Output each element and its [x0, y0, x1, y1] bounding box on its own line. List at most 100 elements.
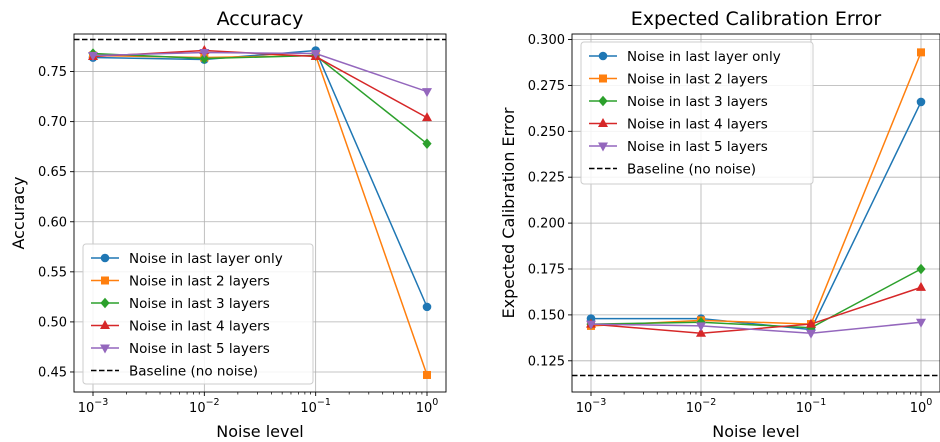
y-tick-label: 0.70	[38, 115, 67, 130]
legend-label: Noise in last 4 layers	[129, 319, 270, 335]
data-point	[422, 88, 432, 98]
legend-entry: Noise in last layer only	[91, 251, 283, 267]
data-point	[422, 138, 432, 149]
y-tick-label: 0.175	[528, 262, 565, 277]
x-tick-label: 10−2	[686, 397, 717, 416]
legend-marker	[598, 142, 608, 152]
legend-marker	[101, 276, 109, 285]
legend-entry: Noise in last 3 layers	[589, 94, 768, 110]
x-tick-base: 10	[796, 401, 813, 416]
y-tick-label: 0.75	[38, 65, 67, 80]
chart-title: Accuracy	[217, 8, 304, 30]
x-tick-base: 10	[686, 401, 703, 416]
legend-label: Noise in last 5 layers	[129, 341, 270, 357]
legend-label: Noise in last 2 layers	[129, 274, 270, 290]
data-point	[696, 322, 706, 332]
x-tick-label: 10−3	[78, 397, 109, 416]
legend-entry: Noise in last 4 layers	[91, 319, 270, 335]
series-3	[88, 48, 432, 149]
legend-marker	[598, 95, 608, 107]
data-point	[422, 302, 432, 312]
x-tick-label: 100	[910, 397, 933, 416]
series-line	[92, 51, 428, 93]
data-point	[806, 329, 816, 339]
x-tick-label: 10−1	[300, 397, 331, 416]
y-tick-label: 0.225	[528, 171, 565, 186]
series-5	[586, 318, 926, 339]
x-tick-base: 10	[416, 401, 433, 416]
legend-label: Noise in last 3 layers	[129, 296, 270, 312]
legend-box	[82, 243, 314, 385]
series-line	[591, 101, 922, 331]
x-tick-exponent: −2	[206, 397, 220, 408]
legend-label: Noise in last layer only	[627, 49, 781, 65]
data-point	[917, 48, 925, 57]
chart-title: Expected Calibration Error	[631, 8, 882, 30]
y-tick-label: 0.50	[38, 315, 67, 330]
series-line	[92, 49, 428, 119]
y-axis-title: Accuracy	[9, 176, 28, 249]
y-tick-label: 0.275	[528, 79, 565, 94]
data-point	[88, 52, 98, 62]
legend-entry: Noise in last 5 layers	[589, 139, 768, 155]
x-tick-exponent: 0	[926, 397, 932, 408]
y-tick-label: 0.60	[38, 215, 67, 230]
x-tick-base: 10	[576, 401, 593, 416]
legend-entry: Noise in last 5 layers	[91, 341, 270, 357]
data-point	[422, 112, 432, 122]
legend: Noise in last layer only Noise in last 2 …	[82, 243, 314, 385]
x-tick-label: 10−3	[576, 397, 607, 416]
legend-marker	[598, 118, 608, 127]
x-tick-label: 100	[416, 397, 439, 416]
data-point	[916, 263, 926, 275]
series-line	[92, 52, 428, 145]
x-tick-exponent: −2	[702, 397, 716, 408]
x-tick-exponent: −1	[317, 397, 331, 408]
legend-label: Noise in last layer only	[129, 251, 283, 267]
x-tick-base: 10	[78, 401, 95, 416]
data-point	[916, 281, 926, 291]
legend: Noise in last layer only Noise in last 2 …	[580, 41, 814, 185]
legend-entry: Baseline (no noise)	[91, 364, 258, 380]
legend-label: Noise in last 2 layers	[627, 72, 768, 88]
legend-marker	[100, 253, 110, 263]
plot-frame	[73, 33, 447, 393]
legend-marker	[100, 320, 110, 329]
x-axis-title: Noise level	[712, 422, 800, 441]
data-point	[916, 97, 926, 107]
y-tick-label: 0.45	[38, 365, 67, 380]
y-tick-label: 0.55	[38, 265, 67, 280]
plot-frame	[571, 33, 940, 393]
series-line	[92, 49, 428, 308]
y-tick-label: 0.200	[528, 217, 565, 232]
data-point	[696, 327, 706, 337]
x-tick-base: 10	[910, 401, 927, 416]
legend-marker	[100, 297, 110, 309]
legend-marker	[100, 344, 110, 354]
data-point	[423, 370, 431, 379]
x-tick-exponent: −3	[94, 397, 108, 408]
legend-entry: Noise in last 2 layers	[91, 274, 270, 290]
x-tick-label: 10−2	[189, 397, 220, 416]
series-5	[88, 49, 432, 98]
data-point	[199, 53, 209, 64]
x-tick-exponent: −1	[812, 397, 826, 408]
x-tick-exponent: −3	[592, 397, 606, 408]
legend-label: Baseline (no noise)	[627, 162, 756, 178]
series-line	[590, 321, 922, 335]
legend-entry: Baseline (no noise)	[589, 162, 756, 178]
y-tick-label: 0.65	[38, 165, 67, 180]
legend-marker	[598, 51, 608, 61]
legend-label: Noise in last 5 layers	[627, 139, 768, 155]
x-tick-exponent: 0	[432, 397, 438, 408]
data-point	[586, 320, 596, 330]
legend-box	[580, 41, 814, 185]
data-point	[806, 318, 816, 328]
x-tick-base: 10	[300, 401, 317, 416]
legend-marker	[599, 74, 607, 83]
y-tick-label: 0.125	[528, 354, 565, 369]
data-point	[310, 50, 321, 60]
data-point	[199, 49, 210, 59]
